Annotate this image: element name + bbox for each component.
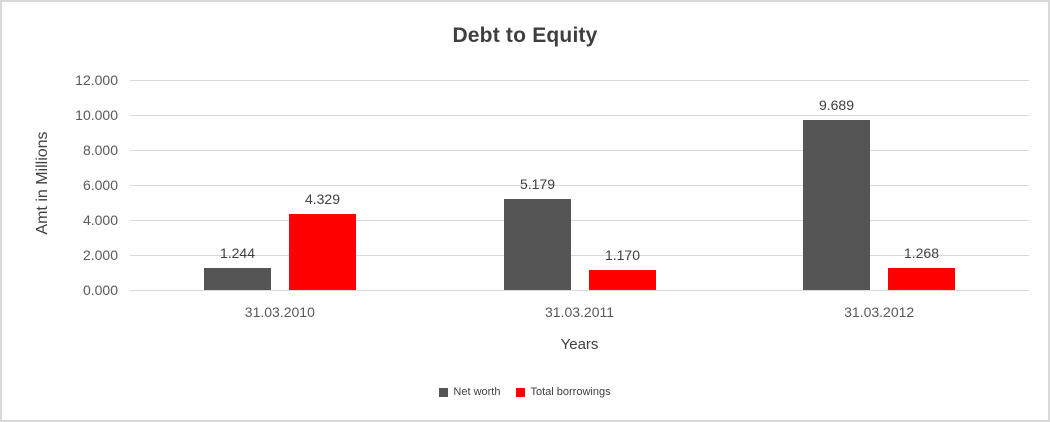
- bar-value-label: 1.170: [604, 247, 641, 263]
- gridline: [130, 290, 1029, 291]
- gridline: [130, 150, 1029, 151]
- gridline: [130, 115, 1029, 116]
- bar-value-label: 4.329: [304, 191, 341, 207]
- bar-total-borrowings: [888, 268, 955, 290]
- x-category-label: 31.03.2010: [244, 304, 315, 320]
- y-tick-label: 2.000: [82, 247, 118, 263]
- bar-net-worth: [504, 199, 571, 290]
- bar-total-borrowings: [289, 214, 356, 290]
- legend-item-net-worth: Net worth: [439, 386, 500, 398]
- x-axis-title: Years: [560, 336, 599, 353]
- plot-area: [130, 80, 1029, 291]
- bar-value-label: 9.689: [818, 97, 855, 113]
- bar-net-worth: [204, 268, 271, 290]
- bar-net-worth: [803, 120, 870, 290]
- x-category-label: 31.03.2012: [844, 304, 915, 320]
- gridline: [130, 255, 1029, 256]
- bar-value-label: 1.244: [219, 245, 256, 261]
- bar-value-label: 5.179: [519, 176, 556, 192]
- x-category-label: 31.03.2011: [544, 304, 615, 320]
- y-tick-label: 0.000: [82, 282, 118, 298]
- chart-title: Debt to Equity: [452, 24, 598, 47]
- gridline: [130, 185, 1029, 186]
- legend: Net worth Total borrowings: [2, 386, 1048, 398]
- legend-item-total-borrowings: Total borrowings: [516, 386, 611, 398]
- y-tick-label: 12.000: [75, 72, 118, 88]
- y-tick-label: 6.000: [82, 177, 118, 193]
- total-borrowings-swatch-icon: [516, 387, 526, 397]
- y-tick-label: 10.000: [75, 107, 118, 123]
- bar-value-label: 1.268: [903, 245, 940, 261]
- gridline: [130, 220, 1029, 221]
- legend-label: Net worth: [453, 386, 501, 398]
- gridline: [130, 80, 1029, 81]
- y-tick-label: 8.000: [82, 142, 118, 158]
- y-tick-label: 4.000: [82, 212, 118, 228]
- legend-label: Total borrowings: [530, 386, 611, 398]
- bar-total-borrowings: [589, 270, 656, 290]
- net-worth-swatch-icon: [439, 387, 449, 397]
